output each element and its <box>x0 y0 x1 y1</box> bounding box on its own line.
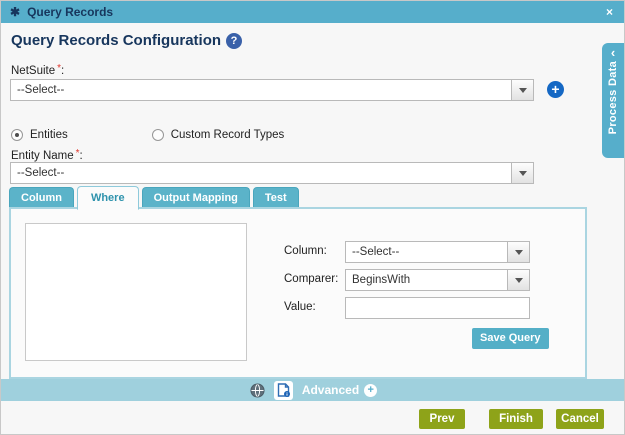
radio-entities[interactable]: Entities <box>11 129 68 141</box>
plus-circle-icon: + <box>364 383 378 397</box>
netsuite-label: NetSuite *: <box>11 63 65 77</box>
radio-custom-record-types[interactable]: Custom Record Types <box>151 129 285 141</box>
query-conditions-listbox[interactable] <box>25 223 247 361</box>
prev-button[interactable]: Prev <box>419 409 465 429</box>
page-title-text: Query Records Configuration <box>11 32 222 49</box>
comparer-dropdown-value: BeginsWith <box>352 274 411 286</box>
comparer-dropdown[interactable]: BeginsWith <box>345 269 530 291</box>
netsuite-dropdown[interactable]: --Select-- <box>10 79 534 101</box>
document-mapping-icon[interactable] <box>273 380 293 400</box>
value-label: Value: <box>284 301 316 313</box>
cancel-button[interactable]: Cancel <box>556 409 604 429</box>
chevron-down-icon[interactable] <box>511 80 533 100</box>
column-label: Column: <box>284 245 327 257</box>
add-netsuite-button[interactable]: + <box>547 81 564 98</box>
radio-entities-label: Entities <box>30 129 68 141</box>
chevron-left-icon: ‹ <box>610 45 616 60</box>
process-data-tab[interactable]: ‹ Process Data <box>602 43 624 158</box>
required-asterisk: * <box>57 63 62 74</box>
tab-test[interactable]: Test <box>252 187 299 208</box>
value-input[interactable] <box>345 297 530 319</box>
close-icon[interactable]: × <box>605 5 613 19</box>
column-dropdown[interactable]: --Select-- <box>345 241 530 263</box>
column-dropdown-value: --Select-- <box>352 246 400 258</box>
tab-output-mapping[interactable]: Output Mapping <box>141 187 250 208</box>
save-query-button[interactable]: Save Query <box>472 328 549 349</box>
record-kind-group: Entities Custom Record Types <box>11 129 284 141</box>
radio-circle[interactable] <box>11 129 23 141</box>
dialog-titlebar: ✱ Query Records × <box>1 1 624 23</box>
tab-bar: Column Where Output Mapping Test <box>9 186 299 210</box>
finish-button[interactable]: Finish <box>489 409 543 429</box>
advanced-toggle[interactable]: Advanced + <box>301 383 378 397</box>
process-data-label: Process Data <box>607 61 619 135</box>
radio-circle[interactable] <box>151 129 164 141</box>
netsuite-dropdown-value: --Select-- <box>17 84 65 96</box>
tab-column[interactable]: Column <box>9 187 74 208</box>
required-asterisk: * <box>75 148 80 159</box>
help-icon[interactable]: ? <box>226 32 243 49</box>
gear-icon: ✱ <box>10 5 21 19</box>
bottom-toolbar: Advanced + <box>1 379 624 401</box>
radio-custom-record-types-label: Custom Record Types <box>170 129 285 141</box>
globe-icon[interactable] <box>250 382 265 398</box>
page-title: Query Records Configuration ? <box>11 32 243 49</box>
dialog-title: Query Records <box>27 5 114 19</box>
chevron-down-icon[interactable] <box>507 270 529 290</box>
tab-where[interactable]: Where <box>76 186 139 210</box>
entity-name-label: Entity Name *: <box>11 148 83 162</box>
entity-name-dropdown-value: --Select-- <box>17 167 65 179</box>
advanced-label: Advanced <box>301 383 360 397</box>
chevron-down-icon[interactable] <box>511 163 533 183</box>
comparer-label: Comparer: <box>284 273 339 285</box>
entity-name-dropdown[interactable]: --Select-- <box>10 162 534 184</box>
chevron-down-icon[interactable] <box>507 242 529 262</box>
